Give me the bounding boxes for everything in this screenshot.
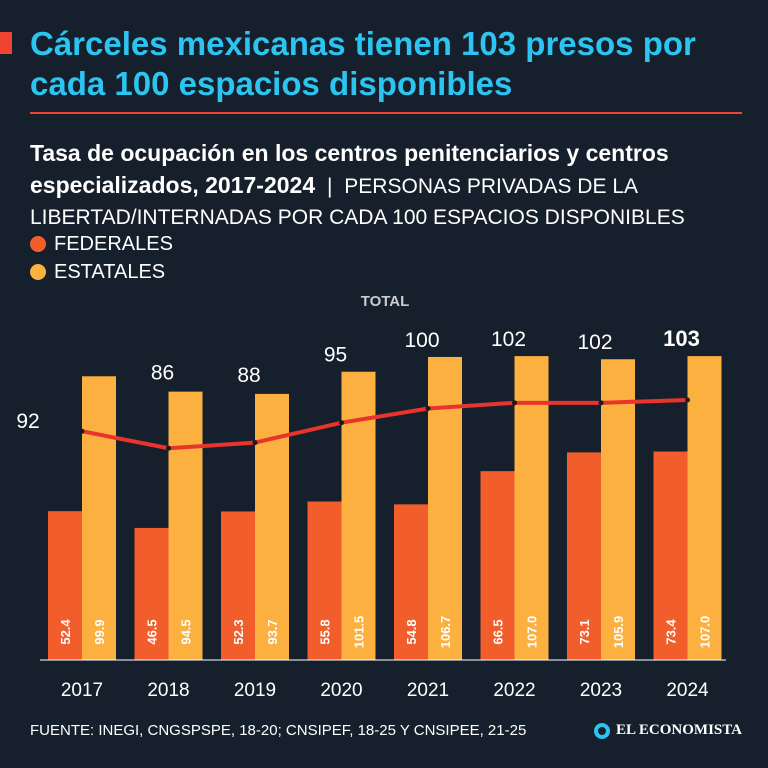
total-value-label-2023: 102 xyxy=(577,331,612,354)
total-value-label-2019: 88 xyxy=(237,364,260,387)
subtitle-separator: | xyxy=(326,175,333,198)
total-value-label-2022: 102 xyxy=(491,328,526,351)
total-point-2020 xyxy=(339,420,344,426)
bar-estatales-2023 xyxy=(601,359,635,660)
bar-federales-2024 xyxy=(653,451,688,660)
value-label-estatales-2022: 107.0 xyxy=(525,616,540,649)
x-tick-label-2019: 2019 xyxy=(234,680,276,701)
value-label-estatales-2017: 99.9 xyxy=(92,619,107,644)
bar-estatales-2018 xyxy=(168,391,203,660)
legend-item-federales: FEDERALES xyxy=(30,230,173,258)
total-value-label-2021: 100 xyxy=(404,329,439,352)
total-point-2023 xyxy=(598,400,604,406)
bar-estatales-2022 xyxy=(514,356,549,660)
legend-label-estatales: ESTATALES xyxy=(54,260,166,283)
legend-swatch-federales xyxy=(30,236,46,252)
value-label-estatales-2023: 105.9 xyxy=(611,616,626,649)
bar-federales-2017 xyxy=(48,511,82,660)
value-label-federales-2022: 66.5 xyxy=(491,619,506,644)
bar-estatales-2017 xyxy=(82,376,116,660)
brand-name: EL ECONOMISTA xyxy=(616,722,742,738)
x-tick-label-2024: 2024 xyxy=(666,680,709,701)
total-value-label-2018: 86 xyxy=(151,362,174,385)
bar-federales-2023 xyxy=(567,452,601,660)
brand-icon xyxy=(594,722,610,739)
bar-estatales-2021 xyxy=(428,356,462,660)
bar-federales-2018 xyxy=(134,527,169,660)
page-title: Cárceles mexicanas tienen 103 presos por… xyxy=(30,25,696,102)
value-label-federales-2021: 54.8 xyxy=(404,619,419,644)
bar-federales-2022 xyxy=(480,471,515,660)
x-tick-label-2020: 2020 xyxy=(320,680,362,701)
total-point-2024 xyxy=(685,397,690,403)
total-point-2017 xyxy=(79,428,85,434)
value-label-estatales-2018: 94.5 xyxy=(179,619,194,644)
value-label-federales-2018: 46.5 xyxy=(145,619,160,644)
x-tick-label-2017: 2017 xyxy=(61,680,103,701)
bar-federales-2021 xyxy=(394,504,428,660)
value-label-estatales-2019: 93.7 xyxy=(265,619,280,644)
bar-federales-2019 xyxy=(221,511,255,660)
bar-federales-2020 xyxy=(307,501,342,660)
total-line xyxy=(80,397,690,451)
bar-estatales-2024 xyxy=(687,356,722,660)
x-tick-label-2022: 2022 xyxy=(493,680,535,701)
total-value-label-2020: 95 xyxy=(324,344,347,367)
legend-item-estatales: ESTATALES xyxy=(30,258,173,286)
value-label-federales-2019: 52.3 xyxy=(231,619,246,644)
source-note: FUENTE: INEGI, CNGSPSPE, 18-20; CNSIPEF,… xyxy=(30,722,527,739)
value-label-estatales-2021: 106.7 xyxy=(438,616,453,649)
chart-legend: FEDERALES ESTATALES xyxy=(30,230,173,286)
total-point-2021 xyxy=(425,406,431,411)
legend-swatch-estatales xyxy=(30,264,46,280)
title-accent-bar xyxy=(0,32,12,54)
subtitle-bold: Tasa de ocupación en los centros peniten… xyxy=(30,140,669,198)
value-label-estatales-2020: 101.5 xyxy=(352,616,367,649)
occupancy-chart: TOTAL 52.4 99.9 2017 46.5 94.5 2018 52.3 93.7 201… xyxy=(16,293,726,701)
total-value-label-2024: 103 xyxy=(663,326,700,351)
total-value-label-2017: 92 xyxy=(16,410,39,433)
total-point-2019 xyxy=(252,440,258,446)
brand-logo: EL ECONOMISTA xyxy=(594,722,742,739)
value-label-federales-2017: 52.4 xyxy=(58,619,73,645)
total-point-2018 xyxy=(166,445,171,451)
value-label-federales-2023: 73.1 xyxy=(577,619,592,644)
total-series-label: TOTAL xyxy=(361,293,410,310)
value-label-federales-2024: 73.4 xyxy=(664,619,679,645)
total-point-2022 xyxy=(512,400,517,406)
legend-label-federales: FEDERALES xyxy=(54,232,173,255)
subtitle-units: PERSONAS PRIVADAS DE LA LIBERTAD/INTERNA… xyxy=(30,175,685,229)
value-label-estatales-2024: 107.0 xyxy=(698,616,713,649)
x-tick-label-2018: 2018 xyxy=(147,680,189,701)
x-tick-label-2021: 2021 xyxy=(407,680,449,701)
value-label-federales-2020: 55.8 xyxy=(318,619,333,644)
chart-subtitle: Tasa de ocupación en los centros peniten… xyxy=(30,138,750,233)
x-tick-label-2023: 2023 xyxy=(580,680,622,701)
title-divider xyxy=(30,112,742,114)
